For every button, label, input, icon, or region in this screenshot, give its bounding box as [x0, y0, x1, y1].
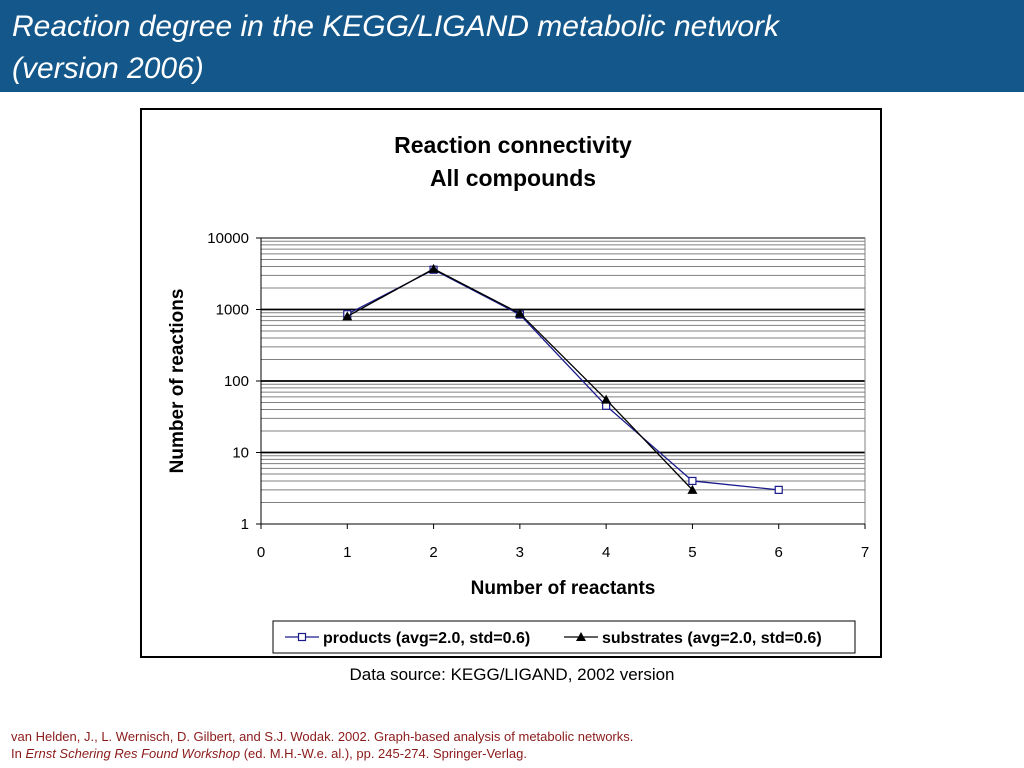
citation-journal: Ernst Schering Res Found Workshop	[25, 746, 241, 761]
citation-suffix: (ed. M.H.-W.e. al.), pp. 245-274. Spring…	[240, 746, 527, 761]
x-tick-label: 3	[516, 544, 524, 561]
chart-series	[342, 263, 783, 494]
y-tick-label: 10	[232, 445, 249, 462]
citation-line2: In Ernst Schering Res Found Workshop (ed…	[11, 745, 633, 762]
data-source-note: Data source: KEGG/LIGAND, 2002 version	[349, 665, 675, 684]
y-tick-label: 1	[241, 516, 249, 533]
y-tick-label: 10000	[207, 230, 249, 247]
y-tick-label: 1000	[216, 302, 249, 319]
slide-title-line1: Reaction degree in the KEGG/LIGAND metab…	[12, 10, 780, 43]
data-point	[428, 263, 439, 273]
data-point	[514, 308, 525, 318]
chart-subtitle: All compounds	[430, 165, 596, 191]
chart-title: Reaction connectivity	[394, 132, 632, 158]
x-tick-label: 4	[602, 544, 610, 561]
data-point	[774, 485, 783, 494]
legend-entry-2: substrates (avg=2.0, std=0.6)	[602, 630, 822, 647]
data-point	[342, 311, 353, 321]
citation: van Helden, J., L. Wernisch, D. Gilbert,…	[11, 728, 633, 762]
slide-title-line2: (version 2006)	[12, 52, 204, 85]
citation-line1: van Helden, J., L. Wernisch, D. Gilbert,…	[11, 729, 634, 744]
legend-entry-1: products (avg=2.0, std=0.6)	[323, 630, 530, 647]
legend-marker-2	[576, 632, 586, 641]
slide-title: Reaction degree in the KEGG/LIGAND metab…	[12, 6, 779, 90]
slide-header: Reaction degree in the KEGG/LIGAND metab…	[0, 0, 1024, 92]
data-point	[688, 476, 697, 486]
y-axis-label: Number of reactions	[167, 289, 188, 474]
x-tick-label: 5	[688, 544, 696, 561]
y-tick-label: 100	[224, 373, 249, 390]
data-point	[687, 484, 698, 494]
chart: Reaction connectivity All compounds 1101…	[167, 132, 869, 654]
legend-marker-1	[297, 632, 307, 642]
data-point	[601, 394, 612, 404]
series-line-2	[346, 268, 693, 491]
series-line-1	[346, 268, 779, 491]
chart-legend: products (avg=2.0, std=0.6) substrates (a…	[272, 620, 856, 654]
chart-frame: Reaction connectivity All compounds 1 10 1…	[140, 108, 882, 658]
citation-prefix: In	[11, 746, 26, 761]
x-tick-label: 2	[429, 544, 437, 561]
x-tick-label: 0	[257, 544, 265, 561]
x-tick-label: 7	[861, 544, 869, 561]
x-tick-label: 1	[343, 544, 351, 561]
x-tick-label: 6	[775, 544, 783, 561]
chart-grid	[261, 237, 865, 503]
x-axis-label: Number of reactants	[471, 578, 656, 599]
